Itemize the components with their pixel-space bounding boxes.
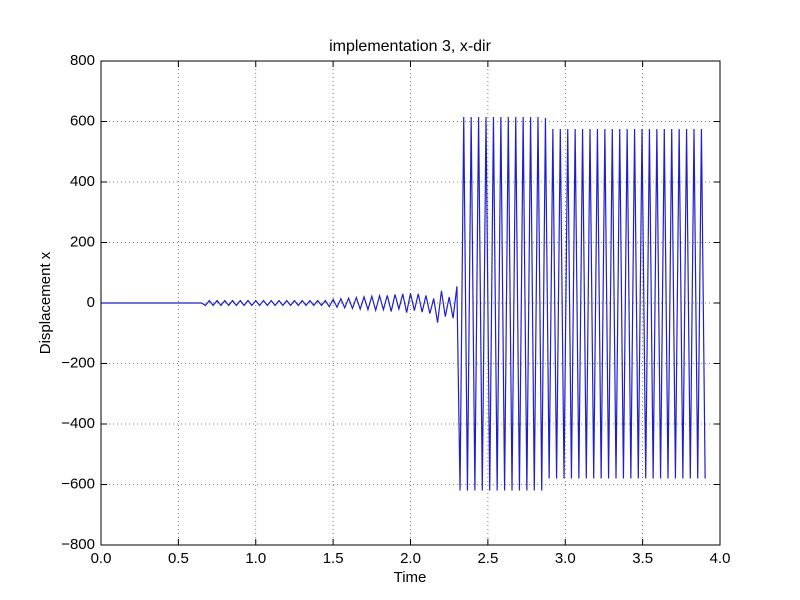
x-tick-label: 2.5 [477, 550, 498, 567]
y-tick-label: −800 [61, 536, 95, 553]
chart-title: implementation 3, x-dir [329, 38, 492, 55]
plot-frame [100, 60, 721, 546]
x-axis-label: Time [394, 569, 427, 586]
y-tick-label: −400 [61, 415, 95, 432]
y-axis-label: Displacement x [37, 251, 54, 354]
x-tick-label: 4.0 [710, 550, 731, 567]
x-tick-label: 1.5 [323, 550, 344, 567]
y-tick-label: 200 [70, 233, 95, 250]
x-tick-label: 3.5 [632, 550, 653, 567]
x-tick-label: 1.0 [245, 550, 266, 567]
x-tick-label: 0.0 [91, 550, 112, 567]
y-tick-label: −200 [61, 354, 95, 371]
y-tick-label: 0 [87, 294, 95, 311]
x-tick-label: 2.0 [400, 550, 421, 567]
y-tick-label: −600 [61, 475, 95, 492]
y-tick-label: 800 [70, 52, 95, 69]
y-tick-label: 600 [70, 112, 95, 129]
x-tick-label: 0.5 [168, 550, 189, 567]
y-tick-label: 400 [70, 173, 95, 190]
data-line [101, 116, 706, 491]
x-tick-label: 3.0 [555, 550, 576, 567]
